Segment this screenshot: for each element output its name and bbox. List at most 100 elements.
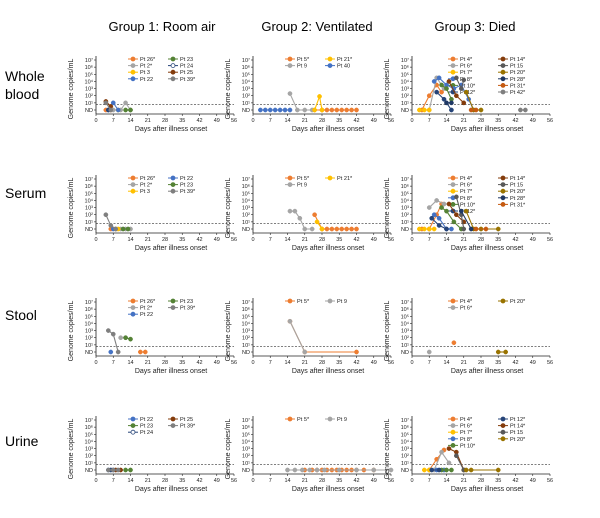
y-tick-label: 10¹ <box>242 461 250 467</box>
data-point <box>354 226 359 232</box>
x-axis-label: Days after illness onset <box>292 486 364 493</box>
x-tick-label: 21 <box>302 237 308 243</box>
data-point <box>354 349 359 355</box>
x-tick-label: 28 <box>478 478 484 484</box>
y-tick-label: 10⁷ <box>85 57 93 64</box>
legend-swatch-marker <box>170 305 176 311</box>
legend-swatch-marker <box>327 416 333 422</box>
data-point <box>302 349 308 355</box>
x-tick-label: 7 <box>112 237 115 243</box>
legend-entry: Pt 10* <box>460 202 476 208</box>
y-tick-label: 10² <box>401 213 409 219</box>
x-axis-label: Days after illness onset <box>135 368 207 375</box>
y-tick-label: 10¹ <box>85 101 93 107</box>
legend-swatch-marker <box>450 201 456 207</box>
x-tick-label: 14 <box>127 360 133 366</box>
x-tick-label: 28 <box>319 360 325 366</box>
x-tick-label: 35 <box>495 237 501 243</box>
y-tick-label: 10⁶ <box>401 64 409 71</box>
y-tick-label: 10⁷ <box>401 57 409 64</box>
x-tick-label: 28 <box>162 118 168 124</box>
x-tick-label: 28 <box>478 360 484 366</box>
data-point <box>449 226 454 232</box>
series-line <box>421 84 443 111</box>
data-point <box>434 198 439 203</box>
y-axis-label: Genome copies/mL <box>384 59 391 120</box>
series-line <box>289 321 306 353</box>
data-point <box>128 467 133 473</box>
data-point <box>478 107 484 113</box>
legend-swatch-marker <box>327 56 333 62</box>
y-tick-label: 10⁴ <box>401 438 410 445</box>
legend-swatch-marker <box>287 56 293 62</box>
data-point <box>449 107 454 113</box>
series-line <box>441 207 462 230</box>
x-tick-label: 35 <box>495 118 501 124</box>
x-tick-label: 56 <box>388 237 394 243</box>
x-tick-label: 0 <box>94 237 97 243</box>
legend-swatch-marker <box>170 175 176 181</box>
x-tick-label: 14 <box>284 118 290 124</box>
legend-swatch-marker <box>450 182 456 188</box>
x-axis-label: Days after illness onset <box>451 486 523 493</box>
legend-swatch-marker <box>170 298 176 304</box>
x-tick-label: 49 <box>214 118 220 124</box>
x-tick-label: 14 <box>443 478 449 484</box>
x-tick-label: 0 <box>410 237 413 243</box>
data-point <box>446 79 452 84</box>
data-point <box>461 100 467 106</box>
series-line <box>460 210 472 230</box>
x-tick-label: 56 <box>231 237 237 243</box>
legend-entry: Pt 42* <box>510 90 526 96</box>
x-tick-label: 7 <box>428 118 431 124</box>
x-tick-label: 7 <box>112 478 115 484</box>
y-tick-label: 10⁶ <box>242 306 250 313</box>
x-tick-label: 56 <box>388 478 394 484</box>
y-tick-label: 10⁴ <box>401 320 410 327</box>
legend-swatch-marker <box>130 423 136 429</box>
data-point <box>115 107 121 113</box>
legend-entry: Pt 39* <box>180 189 196 195</box>
data-point <box>503 349 508 355</box>
data-point <box>436 223 442 228</box>
y-axis-label: Genome copies/mL <box>68 301 75 362</box>
y-tick-label: 10¹ <box>401 343 409 349</box>
legend-swatch-marker <box>327 63 333 68</box>
legend-entry: Pt 7* <box>460 430 473 436</box>
x-tick-label: 42 <box>512 360 518 366</box>
legend-entry: Pt 14* <box>510 176 526 182</box>
data-point <box>302 107 308 113</box>
legend-entry: Pt 20* <box>510 437 526 443</box>
y-tick-label: ND <box>242 108 250 114</box>
y-tick-label: 10⁶ <box>401 424 409 431</box>
y-tick-label: 10⁵ <box>242 190 250 197</box>
legend-entry: Pt 5* <box>297 57 310 63</box>
x-tick-label: 56 <box>547 118 553 124</box>
x-tick-label: 28 <box>162 360 168 366</box>
data-point <box>307 467 313 473</box>
y-tick-label: 10¹ <box>242 343 250 349</box>
legend-entry: Pt 21* <box>337 57 353 63</box>
x-tick-label: 7 <box>112 118 115 124</box>
legend-entry: Pt 24 <box>180 64 193 70</box>
legend-swatch-marker <box>287 63 293 68</box>
x-tick-label: 35 <box>336 478 342 484</box>
x-tick-label: 21 <box>461 118 467 124</box>
legend-entry: Pt 5* <box>297 299 310 305</box>
y-tick-label: ND <box>401 468 409 474</box>
data-point <box>295 107 300 113</box>
legend-entry: Pt 23 <box>140 424 153 430</box>
legend-entry: Pt 6* <box>460 64 473 70</box>
x-axis-label: Days after illness onset <box>292 126 364 133</box>
data-point <box>429 215 435 221</box>
x-tick-label: 56 <box>231 360 237 366</box>
x-tick-label: 7 <box>269 118 272 124</box>
x-tick-label: 7 <box>269 360 272 366</box>
data-point <box>128 107 133 113</box>
data-point <box>115 467 121 473</box>
legend-entry: Pt 23 <box>180 183 193 189</box>
legend-entry: Pt 31* <box>510 202 526 208</box>
y-tick-label: ND <box>85 227 93 233</box>
